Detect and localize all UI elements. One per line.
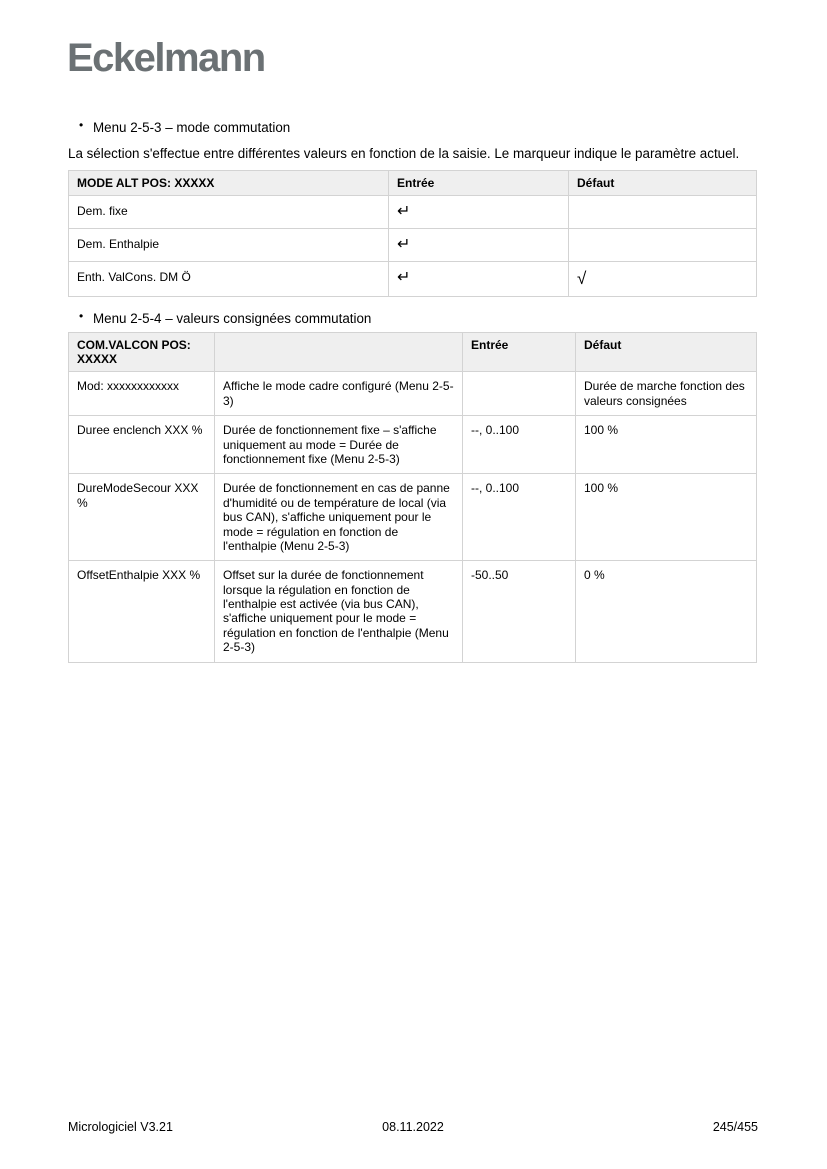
defaut-cell — [568, 195, 757, 230]
entree-column-header: Entrée — [462, 331, 576, 373]
table-header-row: MODE ALT POS: XXXXX Entrée Défaut — [68, 169, 757, 197]
table-row: Duree enclench XXX % Durée de fonctionne… — [68, 415, 757, 475]
table-row: DureModeSecour XXX % Durée de fonctionne… — [68, 473, 757, 562]
desc-cell: Durée de fonctionnement en cas de panne … — [214, 473, 463, 562]
table-row: Dem. Enthalpie ↵ — [68, 228, 757, 263]
param-cell: Duree enclench XXX % — [68, 415, 215, 475]
param-cell: Mod: xxxxxxxxxxxx — [68, 371, 215, 417]
com-valcon-pos-table: COM.VALCON POS: XXXXX Entrée Défaut Mod:… — [68, 331, 757, 663]
defaut-cell: √ — [568, 261, 757, 298]
enter-key-icon: ↵ — [397, 203, 411, 221]
defaut-column-header: Défaut — [575, 331, 757, 373]
footer-version: Micrologiciel V3.21 — [68, 1120, 173, 1134]
entree-cell: --, 0..100 — [462, 473, 576, 562]
entree-cell: --, 0..100 — [462, 415, 576, 475]
mode-column-header: MODE ALT POS: XXXXX — [68, 169, 389, 197]
desc-cell: Affiche le mode cadre configuré (Menu 2-… — [214, 371, 463, 417]
entree-column-header: Entrée — [388, 169, 569, 197]
table-row: Mod: xxxxxxxxxxxx Affiche le mode cadre … — [68, 371, 757, 417]
defaut-cell — [568, 228, 757, 263]
footer-date: 08.11.2022 — [382, 1120, 444, 1134]
desc-cell: Offset sur la durée de fonctionnement lo… — [214, 560, 463, 663]
defaut-cell: 100 % — [575, 473, 757, 562]
mode-cell: Enth. ValCons. DM Ö — [68, 261, 389, 298]
mode-cell: Dem. fixe — [68, 195, 389, 230]
table-header-row: COM.VALCON POS: XXXXX Entrée Défaut — [68, 331, 757, 373]
mode-alt-pos-table: MODE ALT POS: XXXXX Entrée Défaut Dem. f… — [68, 169, 757, 298]
page-content: Menu 2-5-3 – mode commutation La sélecti… — [68, 119, 757, 663]
defaut-cell: Durée de marche fonction des valeurs con… — [575, 371, 757, 417]
entree-cell: -50..50 — [462, 560, 576, 663]
table-row: OffsetEnthalpie XXX % Offset sur la duré… — [68, 560, 757, 663]
defaut-cell: 0 % — [575, 560, 757, 663]
param-cell: OffsetEnthalpie XXX % — [68, 560, 215, 663]
footer-page-number: 245/455 — [712, 1120, 758, 1134]
check-mark-icon: √ — [577, 269, 587, 289]
entree-cell: ↵ — [388, 195, 569, 230]
table-row: Dem. fixe ↵ — [68, 195, 757, 230]
defaut-column-header: Défaut — [568, 169, 757, 197]
page-footer: Micrologiciel V3.21 08.11.2022 245/455 — [68, 1120, 758, 1134]
mode-cell: Dem. Enthalpie — [68, 228, 389, 263]
entree-cell: ↵ — [388, 261, 569, 298]
menu-2-5-3-bullet: Menu 2-5-3 – mode commutation — [68, 119, 756, 135]
menu-2-5-4-bullet: Menu 2-5-4 – valeurs consignées commutat… — [68, 310, 756, 326]
enter-key-icon: ↵ — [397, 236, 411, 254]
enter-key-icon: ↵ — [397, 269, 411, 287]
entree-cell — [462, 371, 576, 417]
entree-cell: ↵ — [388, 228, 569, 263]
param-cell: DureModeSecour XXX % — [68, 473, 215, 562]
eckelmann-logo: Eckelmann — [67, 36, 266, 80]
intro-paragraph: La sélection s'effectue entre différente… — [68, 146, 740, 162]
desc-cell: Durée de fonctionnement fixe – s'affiche… — [214, 415, 463, 475]
defaut-cell: 100 % — [575, 415, 757, 475]
desc-column-header — [214, 331, 463, 373]
param-column-header: COM.VALCON POS: XXXXX — [68, 331, 215, 373]
table-row: Enth. ValCons. DM Ö ↵ √ — [68, 261, 757, 298]
